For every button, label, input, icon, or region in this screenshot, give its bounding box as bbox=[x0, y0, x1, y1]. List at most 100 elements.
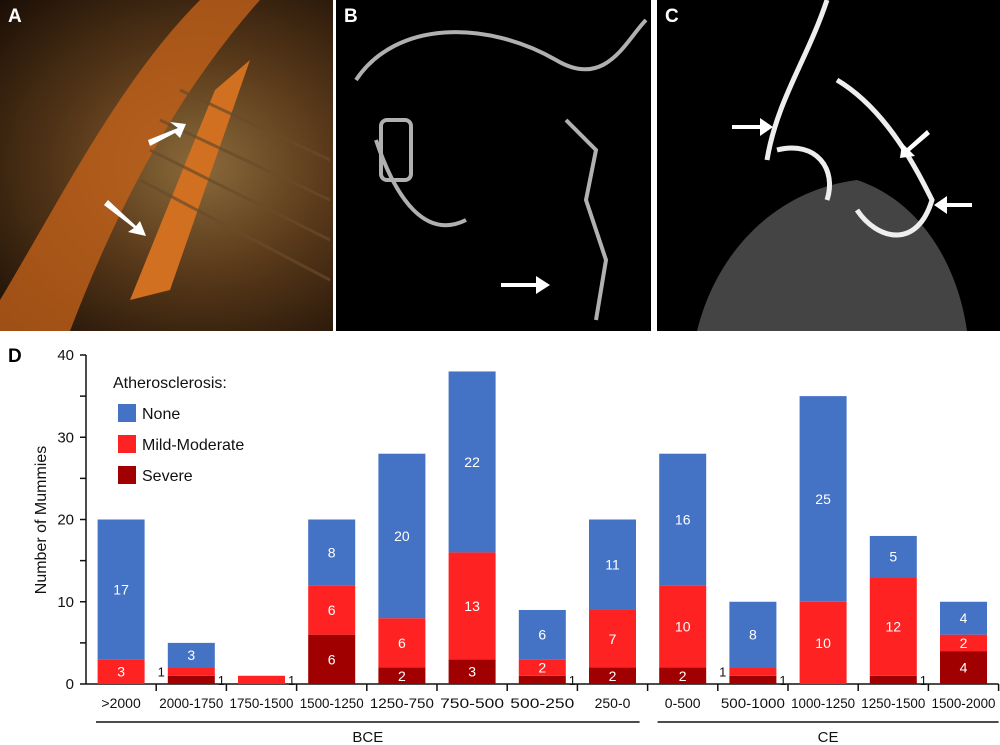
panel-b-image: B bbox=[336, 0, 651, 331]
bar-segment-severe bbox=[940, 651, 987, 684]
bar-value-label: 4 bbox=[960, 660, 968, 676]
bar-value-label: 5 bbox=[889, 549, 897, 565]
bar-value-label: 1 bbox=[218, 673, 225, 688]
bar-segment-severe bbox=[308, 634, 356, 684]
legend-title: Atherosclerosis: bbox=[113, 375, 227, 392]
x-tick-label: 1500-2000 bbox=[932, 695, 996, 711]
arrow-icon bbox=[148, 122, 186, 146]
bar-value-label: 8 bbox=[749, 627, 757, 643]
x-tick-label: 1750-1500 bbox=[230, 695, 294, 711]
legend-swatch-severe bbox=[118, 466, 136, 484]
bar-segment-severe bbox=[659, 667, 707, 684]
legend-swatch-mild bbox=[118, 435, 136, 453]
bar-segment-mild-moderate bbox=[659, 585, 707, 668]
x-tick-label: >2000 bbox=[101, 695, 141, 711]
x-tick-label: 1500-1250 bbox=[300, 695, 364, 711]
bar-value-label: 2 bbox=[538, 660, 546, 676]
bar-segment-mild-moderate bbox=[940, 634, 987, 652]
bar-segment-mild-moderate bbox=[869, 577, 917, 676]
panel-b-label: B bbox=[344, 6, 358, 27]
bar-segment-none bbox=[659, 453, 707, 586]
x-tick-label: 0-500 bbox=[665, 695, 701, 711]
bar-value-label: 2 bbox=[609, 668, 617, 684]
x-tick-label: 2000-1750 bbox=[159, 695, 223, 711]
y-tick-label: 40 bbox=[57, 347, 74, 364]
x-tick-label: 1250-750 bbox=[370, 695, 434, 711]
bar-segment-none bbox=[869, 535, 917, 578]
bar-value-label: 8 bbox=[328, 544, 336, 560]
arrow-icon bbox=[732, 118, 773, 136]
legend-swatch-none bbox=[118, 404, 136, 422]
bar-segment-none bbox=[799, 396, 847, 602]
bar-value-label: 20 bbox=[394, 528, 410, 544]
legend-label-mild: Mild-Moderate bbox=[142, 437, 244, 454]
bar-segment-severe bbox=[518, 675, 566, 684]
bar-value-label: 1 bbox=[288, 673, 295, 688]
y-tick-label: 20 bbox=[57, 512, 74, 529]
panel-c-image: C bbox=[657, 0, 1000, 331]
x-tick-label: 250-0 bbox=[595, 695, 631, 711]
bar-value-label: 6 bbox=[328, 602, 336, 618]
group-label: BCE bbox=[352, 729, 383, 745]
bar-segment-none bbox=[589, 519, 636, 610]
bar-segment-none bbox=[448, 371, 496, 553]
bar-segment-severe bbox=[869, 675, 917, 684]
legend-label-none: None bbox=[142, 406, 180, 423]
bar-value-label: 6 bbox=[328, 651, 336, 667]
bar-value-label: 1 bbox=[158, 665, 165, 680]
x-tick-label: 750-500 bbox=[440, 695, 504, 711]
bar-value-label: 1 bbox=[719, 665, 726, 680]
x-tick-label: 1000-1250 bbox=[791, 695, 855, 711]
arrow-icon bbox=[104, 200, 146, 236]
bar-value-label: 17 bbox=[113, 581, 129, 597]
bar-segment-none bbox=[378, 453, 426, 619]
bar-value-label: 2 bbox=[679, 668, 687, 684]
panel-b-illustration bbox=[354, 18, 648, 321]
bar-segment-mild-moderate bbox=[97, 659, 145, 684]
bar-value-label: 10 bbox=[675, 618, 691, 634]
bar-segment-severe bbox=[729, 675, 777, 684]
bar-segment-none bbox=[97, 519, 145, 660]
panel-a-label: A bbox=[8, 6, 22, 27]
y-tick-label: 30 bbox=[57, 429, 74, 446]
bar-value-label: 2 bbox=[960, 635, 968, 651]
bar-segment-mild-moderate bbox=[448, 552, 496, 660]
bar-value-label: 6 bbox=[538, 627, 546, 643]
panel-a-image: A bbox=[0, 0, 333, 331]
bar-value-label: 4 bbox=[960, 610, 968, 626]
legend-label-severe: Severe bbox=[142, 468, 193, 485]
y-axis-label: Number of Mummies bbox=[33, 446, 50, 594]
bar-segment-none bbox=[518, 609, 566, 660]
panel-c-label: C bbox=[665, 6, 679, 27]
bar-value-label: 6 bbox=[398, 635, 406, 651]
bar-value-label: 3 bbox=[117, 664, 125, 680]
panel-c-illustration bbox=[697, 0, 972, 331]
x-tick-label: 1250-1500 bbox=[861, 695, 925, 711]
bar-segment-none bbox=[729, 601, 777, 668]
x-tick-label: 500-250 bbox=[510, 695, 574, 711]
bar-segment-mild-moderate bbox=[729, 667, 777, 676]
bar-segment-mild-moderate bbox=[589, 609, 636, 668]
bar-segment-mild-moderate bbox=[378, 618, 426, 668]
bar-value-label: 12 bbox=[886, 618, 902, 634]
bar-value-label: 1 bbox=[920, 673, 927, 688]
bar-segment-mild-moderate bbox=[799, 601, 847, 684]
legend: Atherosclerosis: None Mild-Moderate Seve… bbox=[113, 375, 244, 485]
bar-value-label: 2 bbox=[398, 668, 406, 684]
bar-value-label: 25 bbox=[815, 491, 831, 507]
bar-segment-none bbox=[940, 601, 987, 635]
bar-segment-severe bbox=[378, 667, 426, 684]
bar-segment-severe bbox=[589, 667, 636, 684]
bar-segment-mild-moderate bbox=[308, 585, 356, 635]
bar-segment-none bbox=[308, 519, 356, 586]
bar-value-label: 10 bbox=[815, 635, 831, 651]
bar-segment-mild-moderate bbox=[167, 667, 215, 676]
bar-value-label: 11 bbox=[605, 557, 620, 573]
bar-segment-mild-moderate bbox=[518, 659, 566, 676]
bar-segment-none bbox=[167, 642, 215, 668]
y-tick-label: 0 bbox=[66, 676, 74, 693]
bar-segment-severe bbox=[448, 659, 496, 684]
bar-value-label: 1 bbox=[779, 673, 786, 688]
bar-value-label: 16 bbox=[675, 512, 691, 528]
